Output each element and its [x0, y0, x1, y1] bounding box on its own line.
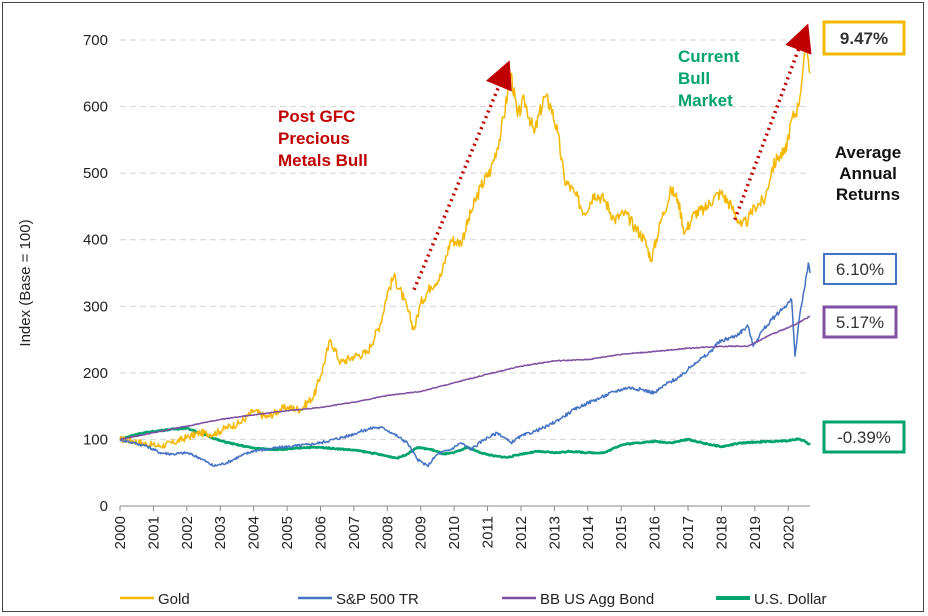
return-label: -0.39% [837, 428, 891, 447]
x-tick-label: 2011 [480, 516, 497, 548]
x-tick-label: 2016 [647, 516, 664, 549]
return-label: 9.47% [840, 29, 888, 48]
x-tick-label: 2018 [713, 516, 730, 549]
annotation-text: Average [835, 143, 901, 162]
return-label: 6.10% [836, 260, 884, 279]
annotation-text: Market [678, 91, 733, 110]
series-line-bb-us-agg-bond [120, 315, 811, 441]
series-line-gold [119, 43, 811, 449]
y-tick-label: 600 [83, 99, 108, 116]
x-tick-label: 2003 [212, 516, 229, 549]
x-tick-label: 2020 [780, 516, 797, 549]
x-tick-label: 2001 [145, 516, 162, 549]
x-tick-label: 2017 [680, 516, 697, 549]
annotation-text: Returns [836, 185, 900, 204]
x-tick-label: 2000 [112, 516, 129, 549]
y-tick-label: 500 [83, 165, 108, 182]
x-tick-label: 2004 [246, 516, 263, 549]
return-box [822, 420, 906, 454]
return-box [823, 253, 897, 285]
return-box [822, 305, 898, 339]
legend-label: U.S. Dollar [754, 591, 827, 608]
annotation-text: Current [678, 47, 740, 66]
x-tick-label: 2007 [346, 516, 363, 549]
y-tick-label: 0 [100, 498, 108, 515]
annotation-text: Metals Bull [278, 151, 368, 170]
x-tick-label: 2012 [513, 516, 530, 549]
y-tick-label: 300 [83, 298, 108, 315]
x-tick-label: 2008 [379, 516, 396, 549]
annotation-text: Annual [839, 164, 897, 183]
annotation-text: Precious [278, 129, 350, 148]
y-tick-label: 400 [83, 232, 108, 249]
y-tick-label: 700 [83, 32, 108, 49]
x-tick-label: 2014 [580, 516, 597, 549]
trend-arrow [412, 60, 512, 291]
series-line-s-p-500-tr [119, 262, 811, 468]
y-axis-label: Index (Base = 100) [17, 219, 34, 346]
x-tick-label: 2019 [747, 516, 764, 549]
return-label: 5.17% [836, 313, 884, 332]
trend-arrow [733, 23, 812, 221]
legend-label: Gold [158, 591, 190, 608]
x-tick-label: 2005 [279, 516, 296, 549]
x-tick-label: 2010 [446, 516, 463, 549]
return-box [822, 20, 906, 56]
x-tick-label: 2006 [312, 516, 329, 549]
y-tick-label: 200 [83, 365, 108, 382]
series-line-u-s-dollar [119, 426, 811, 460]
annotation-text: Bull [678, 69, 710, 88]
y-tick-label: 100 [83, 431, 108, 448]
x-tick-label: 2013 [546, 516, 563, 549]
x-tick-label: 2015 [613, 516, 630, 549]
legend-label: S&P 500 TR [336, 591, 419, 608]
x-tick-label: 2009 [413, 516, 430, 549]
x-tick-label: 2002 [179, 516, 196, 549]
legend-label: BB US Agg Bond [540, 591, 654, 608]
annotation-text: Post GFC [278, 107, 355, 126]
